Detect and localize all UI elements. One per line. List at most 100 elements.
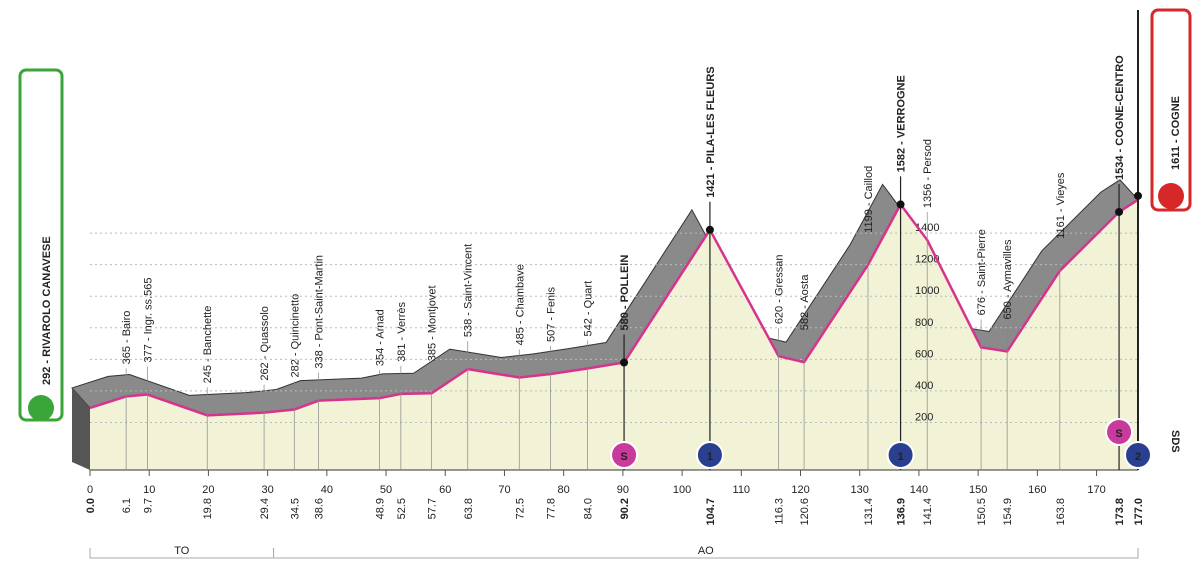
climb-label: 2	[1135, 451, 1141, 463]
km-label: 173.8	[1114, 498, 1126, 526]
waypoint-dot	[1134, 191, 1142, 200]
y-tick-label: 400	[915, 380, 933, 392]
waypoint-label: 542 - Quart	[582, 281, 594, 337]
waypoint-label: 381 - Verrès	[396, 301, 408, 361]
waypoint-label: 1199 - Caillod	[863, 166, 875, 233]
waypoint-dot	[1115, 207, 1124, 216]
zone-label: AO	[698, 545, 714, 557]
km-label: 48.9	[375, 498, 387, 519]
km-label: 0.0	[85, 498, 97, 513]
km-label: 116.3	[774, 498, 786, 525]
waypoint-label: 385 - Montjovet	[427, 285, 439, 361]
waypoint-label: 676 - Saint-Pierre	[976, 229, 988, 315]
climb-label: 1	[707, 451, 713, 463]
y-tick-label: 600	[915, 348, 933, 360]
waypoint-label: 262 - Quassolo	[259, 306, 271, 381]
km-label: 72.5	[514, 498, 526, 519]
climb-marker	[695, 441, 724, 469]
waypoint-label: 338 - Pont-Saint-Martin	[314, 255, 326, 369]
x-tick-label: 150	[969, 484, 987, 496]
km-label: 52.5	[396, 498, 408, 519]
climb-label: 1	[898, 451, 904, 463]
profile-left-side	[72, 387, 90, 470]
sprint-marker	[1105, 418, 1134, 446]
y-tick-label: 800	[915, 317, 933, 329]
elevation-line	[89, 198, 1139, 417]
x-tick-label: 130	[851, 484, 869, 496]
x-tick-label: 60	[439, 484, 451, 496]
profile-area	[90, 199, 1138, 470]
sprint-label: S	[620, 451, 627, 463]
sprint-marker	[610, 441, 639, 469]
y-tick-label: 200	[915, 411, 933, 423]
waypoint-label: 485 - Chambave	[514, 264, 526, 345]
km-label: 177.0	[1133, 498, 1145, 526]
km-label: 120.6	[799, 498, 811, 526]
waypoint-label: 354 - Arnad	[375, 309, 387, 366]
zone-label: TO	[174, 545, 190, 557]
x-tick-label: 40	[321, 484, 333, 496]
x-tick-label: 80	[558, 484, 570, 496]
finish-note: SDS	[1169, 430, 1181, 453]
km-label: 57.7	[427, 498, 439, 519]
climb-marker	[886, 441, 915, 469]
km-label: 38.6	[314, 498, 326, 519]
waypoint-dot	[705, 225, 714, 234]
km-label: 163.8	[1055, 498, 1067, 526]
waypoint-label: 1421 - PILA-LES FLEURS	[705, 66, 717, 197]
x-tick-label: 50	[380, 484, 392, 496]
km-label: 19.8	[202, 498, 214, 519]
km-label: 84.0	[582, 498, 594, 519]
zone-bracket	[273, 548, 1139, 559]
waypoint-label: 1582 - VERROGNE	[896, 75, 908, 172]
km-label: 90.2	[619, 498, 631, 519]
x-tick-label: 140	[910, 484, 928, 496]
waypoint-label: 582 - Aosta	[799, 274, 811, 331]
waypoint-label: 507 - Fenis	[546, 286, 558, 342]
km-label: 131.4	[863, 498, 875, 526]
x-tick-label: 70	[498, 484, 510, 496]
km-label: 34.5	[289, 498, 301, 519]
finish-box	[1150, 8, 1192, 212]
waypoint-label: 580 - POLLEIN	[619, 255, 631, 331]
waypoint-dot	[896, 200, 905, 209]
x-tick-label: 120	[791, 484, 809, 496]
x-tick-label: 170	[1087, 484, 1105, 496]
start-label: 292 - RIVAROLO CANAVESE	[41, 236, 53, 385]
start-icon	[28, 395, 54, 421]
x-tick-label: 100	[673, 484, 691, 496]
climb-marker	[1124, 441, 1152, 469]
finish-icon	[1158, 183, 1184, 209]
km-label: 141.4	[922, 498, 934, 526]
km-label: 63.8	[463, 498, 475, 519]
waypoint-label: 282 - Quincinetto	[289, 294, 301, 378]
km-label: 77.8	[546, 498, 558, 519]
km-label: 136.9	[896, 498, 908, 526]
km-label: 29.4	[259, 498, 271, 519]
waypoint-label: 377 - Ingr. ss.565	[142, 278, 154, 363]
x-tick-label: 10	[143, 484, 155, 496]
sprint-label: S	[1115, 428, 1122, 440]
waypoint-label: 538 - Saint-Vincent	[463, 244, 475, 337]
waypoint-label: 620 - Gressan	[774, 254, 786, 324]
x-tick-label: 0	[87, 484, 93, 496]
waypoint-label: 245 - Banchette	[202, 306, 214, 384]
waypoint-label: 1534 - COGNE-CENTRO	[1114, 55, 1126, 180]
x-tick-label: 20	[202, 484, 214, 496]
waypoint-label: 1161 - Vieyes	[1055, 172, 1067, 239]
finish-label: 1611 - COGNE	[1170, 96, 1182, 170]
km-label: 6.1	[121, 498, 133, 513]
waypoint-dot	[620, 358, 629, 367]
km-label: 150.5	[976, 498, 988, 526]
km-label: 104.7	[705, 498, 717, 526]
km-label: 154.9	[1002, 498, 1014, 526]
x-tick-label: 30	[262, 484, 274, 496]
waypoint-label: 365 - Bairo	[121, 311, 133, 365]
waypoint-label: 1356 - Persod	[922, 139, 934, 208]
x-tick-label: 160	[1028, 484, 1046, 496]
km-label: 9.7	[142, 498, 154, 513]
x-tick-label: 90	[617, 484, 629, 496]
x-tick-label: 110	[733, 484, 751, 496]
waypoint-label: 650 - Aymavilles	[1002, 239, 1014, 319]
